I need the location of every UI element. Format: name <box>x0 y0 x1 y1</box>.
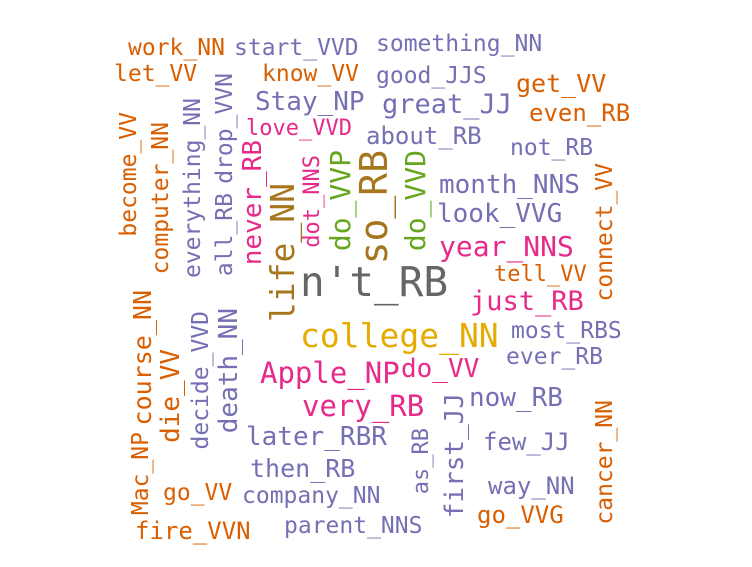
word: all_RB <box>212 193 238 277</box>
word: so_RB <box>352 150 396 265</box>
word: year_NNS <box>439 230 574 263</box>
word: month_NNS <box>439 170 580 200</box>
word: look_VVG <box>437 199 563 229</box>
word: work_NN <box>128 35 225 61</box>
word: few_JJ <box>483 428 570 456</box>
word: connect_VV <box>592 163 618 302</box>
word: go_VVG <box>477 501 564 529</box>
word: die_VV <box>156 349 186 443</box>
word: dot_NNS <box>300 155 325 248</box>
word: good_JJS <box>376 63 487 89</box>
word: then_RB <box>250 454 356 483</box>
word: course_NN <box>128 290 157 426</box>
word: Mac_NP <box>128 432 154 516</box>
word: n't_RB <box>300 258 449 306</box>
word: everything_NN <box>180 98 206 279</box>
word: get_VV <box>516 69 607 98</box>
word: do_VVP <box>324 150 357 252</box>
word: do_VV <box>401 354 480 384</box>
word: cancer_NN <box>592 400 618 525</box>
word: Stay_NP <box>255 87 365 117</box>
word: great_JJ <box>382 89 513 120</box>
word: love_VVD <box>246 116 352 141</box>
word: tell_VV <box>494 262 587 287</box>
word: Apple_NP <box>260 356 400 390</box>
word: as_RB <box>409 428 434 495</box>
word: first_JJ <box>440 393 470 519</box>
word: know_VV <box>262 61 359 87</box>
word: ever_RB <box>506 344 603 370</box>
word: company_NN <box>242 483 381 509</box>
word: most_RBS <box>511 318 622 344</box>
word: death_NN <box>214 308 244 434</box>
word: parent_NNS <box>284 513 423 539</box>
word: become_VV <box>116 112 142 237</box>
word: college_NN <box>300 316 499 355</box>
word: even_RB <box>529 99 631 127</box>
word: something_NN <box>376 31 543 57</box>
word: fire_VVN <box>135 517 251 545</box>
word: about_RB <box>366 122 482 150</box>
word: life_NN <box>263 183 302 323</box>
word: just_RB <box>470 286 584 317</box>
word: not_RB <box>510 135 594 161</box>
word: later_RBR <box>246 422 387 452</box>
word: do_VVD <box>399 150 432 252</box>
word: now_RB <box>469 383 563 413</box>
word: way_NN <box>488 472 575 500</box>
word: decide_VVD <box>188 311 214 450</box>
word: very_RB <box>302 389 425 423</box>
word: computer_NN <box>148 122 174 275</box>
word: go_VV <box>163 480 233 506</box>
word: drop_VVN <box>212 73 238 184</box>
word: start_VVD <box>234 35 359 61</box>
word: let_VV <box>114 61 198 87</box>
